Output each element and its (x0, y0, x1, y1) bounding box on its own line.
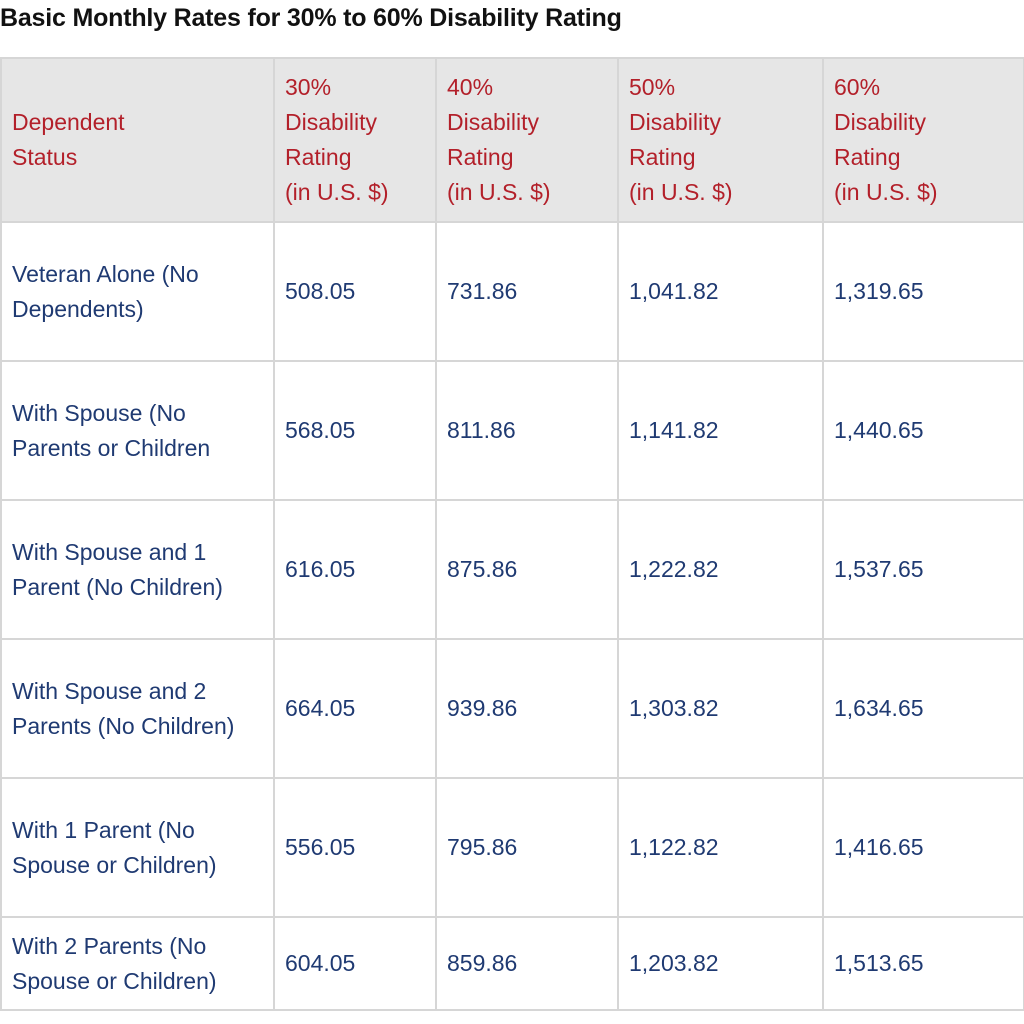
cell-rate-40: 859.86 (435, 916, 619, 1011)
cell-rate-30: 568.05 (273, 360, 437, 501)
cell-dependent-status: Veteran Alone (No Dependents) (0, 221, 275, 362)
header-line: Rating (447, 144, 514, 170)
cell-rate-30: 508.05 (273, 221, 437, 362)
header-line: (in U.S. $) (834, 179, 938, 205)
cell-rate-50: 1,041.82 (617, 221, 824, 362)
cell-rate-50: 1,141.82 (617, 360, 824, 501)
cell-rate-50: 1,122.82 (617, 777, 824, 918)
cell-dependent-status: With Spouse (No Parents or Children (0, 360, 275, 501)
cell-dependent-status: With Spouse and 1 Parent (No Children) (0, 499, 275, 640)
rates-table: Dependent Status 30% Disability Rating (… (0, 57, 1024, 1011)
header-line: 30% (285, 74, 332, 100)
cell-dependent-status: With 1 Parent (No Spouse or Children) (0, 777, 275, 918)
header-line: Dependent (12, 109, 125, 135)
header-line: 40% (447, 74, 494, 100)
header-dependent-status: Dependent Status (0, 57, 275, 223)
header-line: Disability (629, 109, 722, 135)
header-line: Rating (629, 144, 696, 170)
header-60-percent: 60% Disability Rating (in U.S. $) (822, 57, 1024, 223)
cell-rate-30: 556.05 (273, 777, 437, 918)
header-line: Rating (285, 144, 352, 170)
cell-rate-60: 1,537.65 (822, 499, 1024, 640)
header-50-percent: 50% Disability Rating (in U.S. $) (617, 57, 824, 223)
cell-rate-30: 604.05 (273, 916, 437, 1011)
header-line: (in U.S. $) (629, 179, 733, 205)
cell-rate-40: 811.86 (435, 360, 619, 501)
header-line: Disability (447, 109, 540, 135)
header-line: 50% (629, 74, 676, 100)
header-line: Disability (285, 109, 378, 135)
page-title: Basic Monthly Rates for 30% to 60% Disab… (0, 4, 622, 32)
table-row: With 2 Parents (No Spouse or Children) 6… (0, 916, 1024, 1011)
cell-rate-60: 1,513.65 (822, 916, 1024, 1011)
header-line: Rating (834, 144, 901, 170)
header-40-percent: 40% Disability Rating (in U.S. $) (435, 57, 619, 223)
cell-dependent-status: With Spouse and 2 Parents (No Children) (0, 638, 275, 779)
cell-rate-50: 1,303.82 (617, 638, 824, 779)
header-line: (in U.S. $) (447, 179, 551, 205)
header-line: Status (12, 144, 78, 170)
header-line: (in U.S. $) (285, 179, 389, 205)
cell-rate-40: 731.86 (435, 221, 619, 362)
cell-dependent-status: With 2 Parents (No Spouse or Children) (0, 916, 275, 1011)
header-line: 60% (834, 74, 881, 100)
table-row: With 1 Parent (No Spouse or Children) 55… (0, 777, 1024, 918)
cell-rate-60: 1,416.65 (822, 777, 1024, 918)
cell-rate-40: 795.86 (435, 777, 619, 918)
cell-rate-60: 1,634.65 (822, 638, 1024, 779)
cell-rate-40: 875.86 (435, 499, 619, 640)
header-line: Disability (834, 109, 927, 135)
table-row: With Spouse (No Parents or Children 568.… (0, 360, 1024, 501)
cell-rate-40: 939.86 (435, 638, 619, 779)
table-row: Veteran Alone (No Dependents) 508.05 731… (0, 221, 1024, 362)
cell-rate-60: 1,440.65 (822, 360, 1024, 501)
header-30-percent: 30% Disability Rating (in U.S. $) (273, 57, 437, 223)
table-row: With Spouse and 2 Parents (No Children) … (0, 638, 1024, 779)
cell-rate-30: 616.05 (273, 499, 437, 640)
cell-rate-60: 1,319.65 (822, 221, 1024, 362)
cell-rate-50: 1,203.82 (617, 916, 824, 1011)
cell-rate-30: 664.05 (273, 638, 437, 779)
table-row: With Spouse and 1 Parent (No Children) 6… (0, 499, 1024, 640)
cell-rate-50: 1,222.82 (617, 499, 824, 640)
table-header-row: Dependent Status 30% Disability Rating (… (0, 57, 1024, 223)
